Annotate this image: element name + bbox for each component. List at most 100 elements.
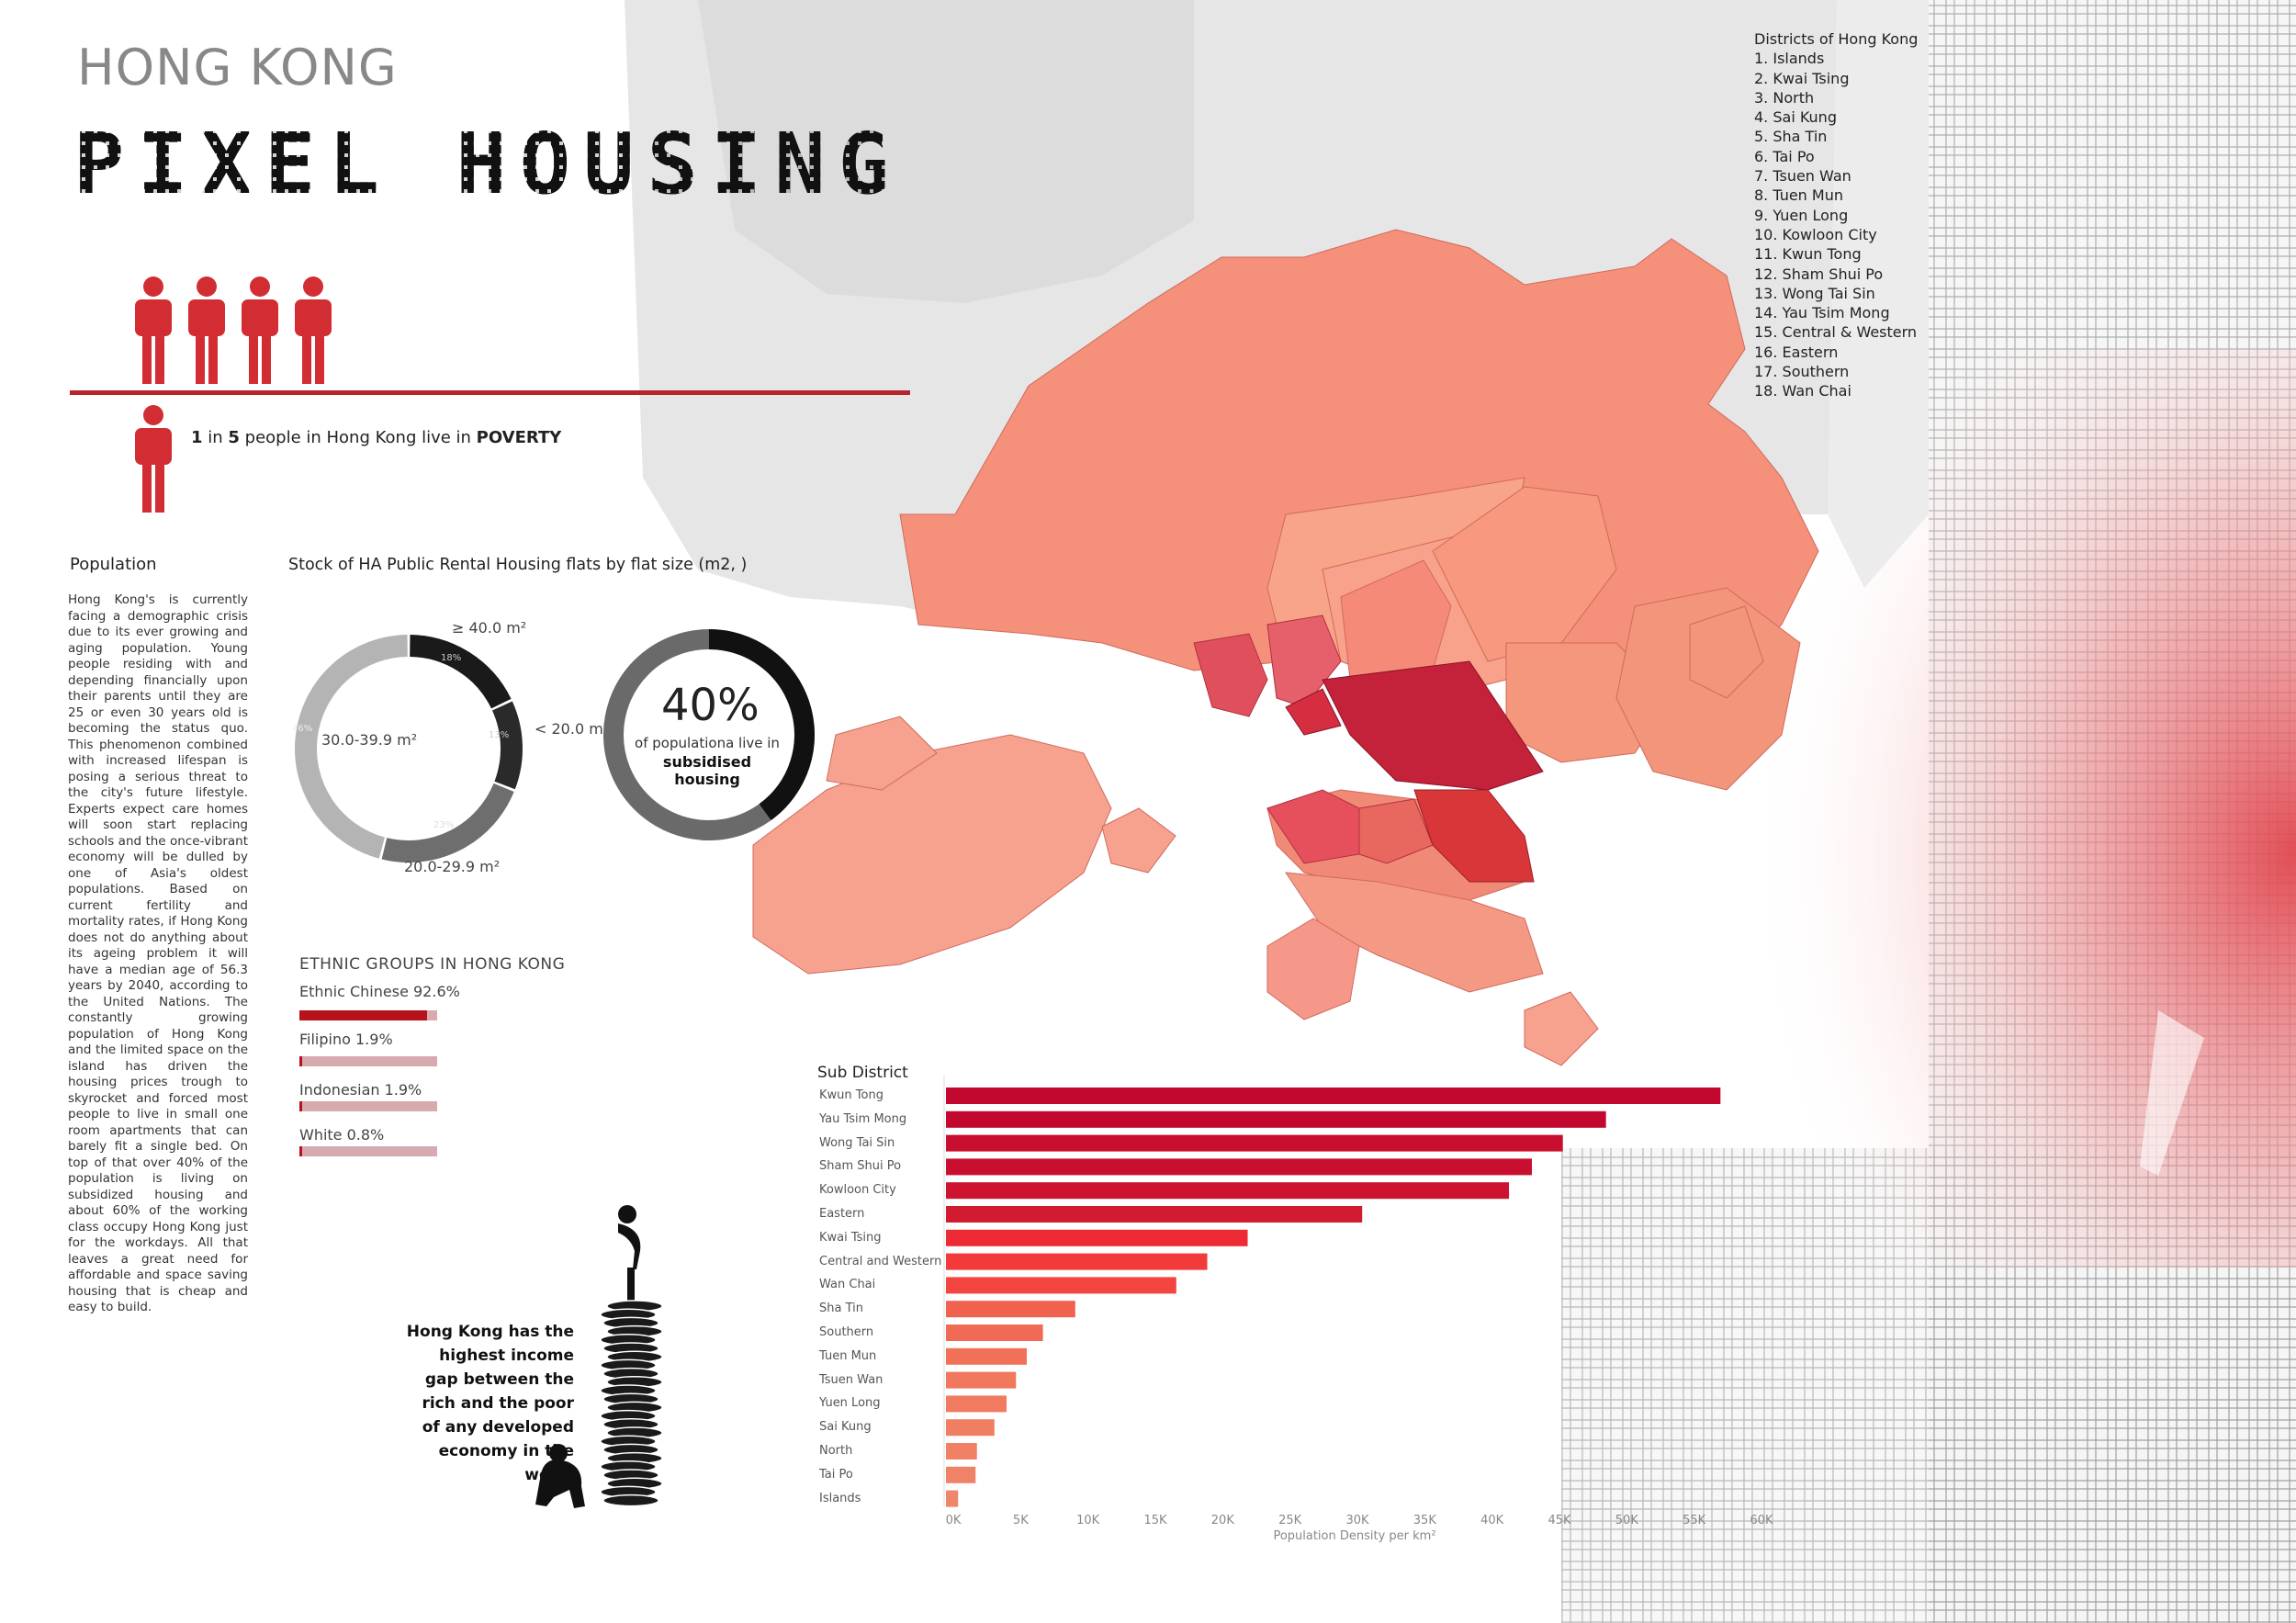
category-label: Kwai Tsing bbox=[819, 1230, 882, 1245]
district-item: 10. Kowloon City bbox=[1754, 225, 1877, 243]
ethnic-bar bbox=[299, 1101, 302, 1111]
x-tick-label: 25K bbox=[1278, 1514, 1302, 1527]
category-label: Southern bbox=[819, 1325, 874, 1339]
person-in-poverty-icon bbox=[135, 405, 172, 513]
district-item: 1. Islands bbox=[1754, 50, 1825, 68]
donut-pct-label: 46% bbox=[292, 724, 313, 734]
x-tick-label: 35K bbox=[1412, 1514, 1436, 1527]
population-title: Population bbox=[70, 555, 157, 574]
bar bbox=[946, 1395, 1007, 1413]
districts-legend: Districts of Hong Kong 1. Islands 2. Kwa… bbox=[1754, 29, 1918, 401]
district-item: 9. Yuen Long bbox=[1754, 206, 1849, 224]
x-tick-label: 55K bbox=[1683, 1514, 1706, 1527]
subsidised-caption-1: of populationa live in bbox=[635, 735, 780, 751]
poverty-statement: 1 in 5 people in Hong Kong live in POVER… bbox=[191, 428, 562, 447]
category-label: Sham Shui Po bbox=[819, 1159, 902, 1174]
bar bbox=[946, 1490, 959, 1507]
bar bbox=[946, 1347, 1027, 1365]
category-label: Islands bbox=[819, 1491, 861, 1505]
category-label: Kwun Tong bbox=[819, 1088, 884, 1102]
bar bbox=[946, 1324, 1043, 1341]
donut-legend-label: < 20.0 m² bbox=[535, 720, 610, 738]
donut-slice bbox=[491, 701, 523, 790]
district-item: 16. Eastern bbox=[1754, 343, 1839, 361]
ethnic-bar-bg bbox=[299, 1056, 437, 1066]
bar bbox=[946, 1206, 1363, 1223]
district-item: 17. Southern bbox=[1754, 363, 1850, 381]
donut-chart-title: Stock of HA Public Rental Housing flats … bbox=[288, 556, 748, 574]
category-label: Eastern bbox=[819, 1207, 865, 1221]
category-label: Yau Tsim Mong bbox=[819, 1111, 907, 1126]
flat-size-donut-chart bbox=[295, 635, 523, 862]
category-label: Tai Po bbox=[819, 1467, 853, 1482]
ethnic-label: Ethnic Chinese 92.6% bbox=[299, 983, 460, 1000]
x-tick-label: 10K bbox=[1076, 1514, 1100, 1527]
person-icon bbox=[135, 276, 172, 384]
bar bbox=[946, 1088, 1721, 1104]
x-tick-label: 60K bbox=[1750, 1514, 1773, 1527]
population-density-bar-chart bbox=[943, 1075, 1721, 1507]
donut-legend-label: ≥ 40.0 m² bbox=[452, 619, 527, 637]
population-body: Hong Kong's is currently facing a demogr… bbox=[68, 592, 248, 1314]
bar bbox=[946, 1443, 977, 1460]
ethnic-label: Filipino 1.9% bbox=[299, 1031, 393, 1048]
ethnic-bar bbox=[299, 1010, 427, 1020]
x-tick-label: 5K bbox=[1012, 1514, 1029, 1527]
coin bbox=[602, 1493, 659, 1507]
ring-arc-40-percent bbox=[708, 629, 815, 821]
subsidised-housing-ring bbox=[603, 629, 815, 840]
donut-legend-label: 20.0-29.9 m² bbox=[404, 858, 501, 875]
donut-pct-label: 18% bbox=[441, 653, 462, 663]
bar bbox=[946, 1229, 1248, 1246]
ethnic-bar bbox=[299, 1056, 302, 1066]
district-item: 12. Sham Shui Po bbox=[1754, 265, 1884, 283]
subsidised-caption-2: subsidised housing bbox=[662, 753, 752, 788]
category-label: Central and Western bbox=[819, 1254, 942, 1268]
four-people-icons bbox=[135, 276, 332, 384]
bar bbox=[946, 1301, 1075, 1318]
district-item: 15. Central & Western bbox=[1754, 323, 1918, 342]
bar bbox=[946, 1182, 1510, 1200]
category-label: Kowloon City bbox=[819, 1183, 896, 1198]
x-tick-label: 20K bbox=[1210, 1514, 1234, 1527]
x-axis-title: Population Density per km² bbox=[1273, 1529, 1436, 1543]
bar bbox=[946, 1253, 1208, 1270]
x-tick-label: 15K bbox=[1143, 1514, 1167, 1527]
district-item: 4. Sai Kung bbox=[1754, 108, 1837, 127]
category-label: Wong Tai Sin bbox=[819, 1135, 895, 1150]
district-item: 13. Wong Tai Sin bbox=[1754, 284, 1875, 302]
ethnic-label: White 0.8% bbox=[299, 1126, 385, 1144]
category-label: North bbox=[819, 1444, 853, 1458]
x-tick-label: 30K bbox=[1345, 1514, 1369, 1527]
ethnic-bar-bg bbox=[299, 1146, 437, 1156]
bar bbox=[946, 1110, 1606, 1128]
x-tick-label: 45K bbox=[1548, 1514, 1571, 1527]
x-tick-label: 40K bbox=[1480, 1514, 1504, 1527]
person-icon bbox=[188, 276, 225, 384]
income-gap-text: Hong Kong has the highest income gap bet… bbox=[406, 1323, 574, 1484]
bar bbox=[946, 1466, 976, 1483]
bar-chart-title: Sub District bbox=[817, 1064, 908, 1082]
category-label: Tsuen Wan bbox=[819, 1372, 884, 1387]
ethnic-bar-bg bbox=[299, 1101, 437, 1111]
bar bbox=[946, 1134, 1563, 1152]
donut-pct-label: 13% bbox=[489, 730, 510, 740]
bar bbox=[946, 1277, 1176, 1294]
x-tick-label: 0K bbox=[945, 1514, 962, 1527]
bar bbox=[946, 1419, 995, 1437]
title-hong-kong: HONG KONG bbox=[77, 39, 398, 96]
subsidised-percent: 40% bbox=[661, 680, 760, 731]
donut-slice bbox=[409, 635, 512, 709]
bar bbox=[946, 1371, 1017, 1389]
district-item: 14. Yau Tsim Mong bbox=[1754, 304, 1890, 322]
bar bbox=[946, 1158, 1532, 1176]
category-label: Yuen Long bbox=[819, 1396, 881, 1411]
donut-legend-label: 30.0-39.9 m² bbox=[321, 731, 418, 749]
person-icon bbox=[242, 276, 278, 384]
districts-title: Districts of Hong Kong bbox=[1754, 30, 1919, 48]
donut-slice bbox=[295, 635, 408, 859]
title-pixel-housing: PIXEL HOUSING bbox=[73, 115, 903, 213]
category-label: Sai Kung bbox=[819, 1420, 872, 1435]
coin-stack-icon bbox=[535, 1205, 663, 1508]
x-tick-label: 50K bbox=[1615, 1514, 1638, 1527]
